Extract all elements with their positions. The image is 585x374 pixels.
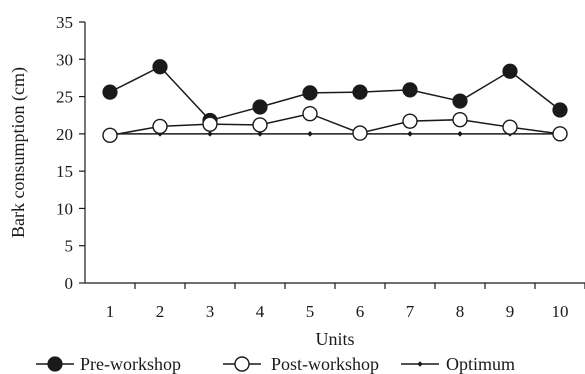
legend-item: Pre-workshop [36, 354, 181, 374]
legend-label: Pre-workshop [80, 354, 181, 374]
series-post-workshop [102, 106, 568, 144]
x-axis-ticks: 1 2 3 4 5 6 7 8 9 10 [106, 283, 585, 321]
data-point [202, 116, 218, 132]
legend-item: Optimum [401, 354, 515, 374]
data-point [152, 59, 168, 75]
data-point [102, 127, 118, 144]
data-point [407, 131, 413, 137]
data-point [452, 93, 468, 109]
data-point [307, 131, 313, 137]
y-tick-label: 35 [56, 13, 73, 32]
y-tick-label: 30 [56, 50, 73, 69]
legend: Pre-workshop Post-workshop Optimum [36, 354, 515, 374]
x-tick-label: 5 [306, 302, 315, 321]
x-tick-label: 8 [456, 302, 465, 321]
legend-item: Post-workshop [223, 354, 379, 374]
y-axis-ticks: 0 5 10 15 20 25 30 35 [56, 13, 85, 293]
legend-label: Post-workshop [271, 354, 379, 374]
series-line [109, 65, 561, 122]
x-tick-label: 1 [106, 302, 115, 321]
data-point [207, 131, 213, 137]
data-point [502, 63, 518, 79]
x-axis-label: Units [315, 329, 354, 349]
series-optimum [107, 131, 563, 137]
series-line [109, 112, 561, 137]
data-point [302, 106, 318, 122]
x-tick-label: 10 [552, 302, 569, 321]
y-tick-label: 10 [56, 199, 73, 218]
x-tick-label: 9 [506, 302, 515, 321]
data-point [152, 118, 168, 135]
data-point [552, 102, 568, 118]
y-tick-label: 25 [56, 88, 73, 107]
data-point [102, 84, 118, 100]
data-point [402, 113, 418, 129]
x-tick-label: 3 [206, 302, 215, 321]
data-point [352, 125, 368, 141]
data-point [502, 119, 518, 135]
x-tick-label: 2 [156, 302, 165, 321]
legend-marker [47, 356, 63, 372]
x-tick-label: 4 [256, 302, 265, 321]
y-tick-label: 20 [56, 125, 73, 144]
x-tick-label: 7 [406, 302, 415, 321]
x-tick-label: 6 [356, 302, 365, 321]
data-point [452, 111, 468, 128]
data-point [457, 131, 463, 137]
data-point [302, 85, 318, 101]
data-point [252, 117, 268, 133]
legend-marker [417, 361, 423, 367]
y-tick-label: 15 [56, 162, 73, 181]
legend-label: Optimum [446, 354, 515, 374]
series-layer [102, 59, 568, 144]
data-point [252, 99, 268, 115]
y-tick-label: 0 [65, 274, 74, 293]
y-tick-label: 5 [65, 237, 74, 256]
data-point [402, 82, 418, 98]
series-pre-workshop [102, 59, 568, 129]
data-point [352, 84, 368, 100]
legend-marker [234, 356, 250, 372]
data-point [552, 126, 568, 142]
y-axis-label: Bark consumption (cm) [8, 67, 29, 238]
